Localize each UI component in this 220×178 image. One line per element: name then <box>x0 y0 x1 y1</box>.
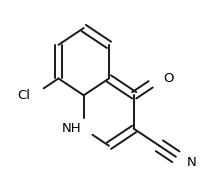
Text: N: N <box>186 156 196 169</box>
Text: NH: NH <box>62 122 81 135</box>
Text: Cl: Cl <box>17 89 30 102</box>
Text: O: O <box>163 72 173 85</box>
